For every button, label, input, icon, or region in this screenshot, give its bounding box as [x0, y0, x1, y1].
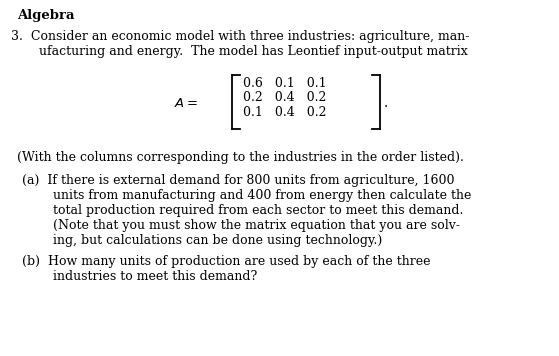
Text: (Note that you must show the matrix equation that you are solv-: (Note that you must show the matrix equa…: [53, 219, 460, 232]
Text: ufacturing and energy.  The model has Leontief input-output matrix: ufacturing and energy. The model has Leo…: [39, 44, 468, 58]
Text: units from manufacturing and 400 from energy then calculate the: units from manufacturing and 400 from en…: [53, 189, 471, 203]
Text: 0.1   0.4   0.2: 0.1 0.4 0.2: [243, 106, 326, 119]
Text: 0.6   0.1   0.1: 0.6 0.1 0.1: [243, 77, 327, 90]
Text: .: .: [383, 96, 388, 110]
Text: ing, but calculations can be done using technology.): ing, but calculations can be done using …: [53, 234, 382, 247]
Text: total production required from each sector to meet this demand.: total production required from each sect…: [53, 204, 463, 218]
Text: $A =$: $A =$: [174, 97, 198, 110]
Text: 3.  Consider an economic model with three industries: agriculture, man-: 3. Consider an economic model with three…: [11, 30, 470, 43]
Text: industries to meet this demand?: industries to meet this demand?: [53, 270, 257, 283]
Text: (With the columns corresponding to the industries in the order listed).: (With the columns corresponding to the i…: [17, 151, 463, 164]
Text: 0.2   0.4   0.2: 0.2 0.4 0.2: [243, 91, 326, 104]
Text: (b)  How many units of production are used by each of the three: (b) How many units of production are use…: [22, 255, 431, 268]
Text: Algebra: Algebra: [17, 9, 74, 22]
Text: (a)  If there is external demand for 800 units from agriculture, 1600: (a) If there is external demand for 800 …: [22, 174, 455, 188]
